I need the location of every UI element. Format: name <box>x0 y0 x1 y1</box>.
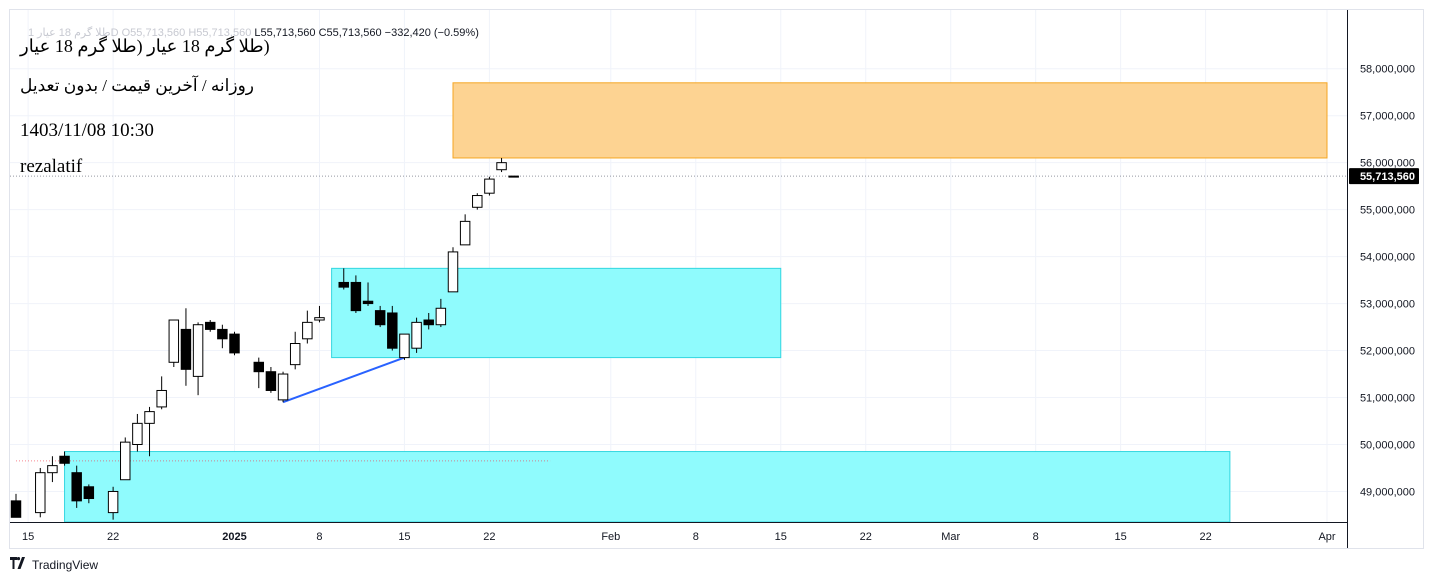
candle-body <box>314 317 325 321</box>
candle-body <box>35 472 46 514</box>
candle-body <box>192 324 204 377</box>
candle-body <box>484 178 495 194</box>
demand-zone <box>64 451 1231 523</box>
candle-body <box>338 281 349 288</box>
candle-body <box>180 328 192 370</box>
ohlc-legend: طلا گرم 18 عیار 1D O55,713,560 H55,713,5… <box>28 26 479 39</box>
y-tick-label: 56,000,000 <box>1360 158 1415 170</box>
y-tick-label: 51,000,000 <box>1360 393 1415 405</box>
candle-body <box>508 175 519 178</box>
y-tick-label: 55,000,000 <box>1360 205 1415 217</box>
candle-body <box>120 441 131 481</box>
candle-body <box>411 321 422 349</box>
close-value: C55,713,560 <box>318 27 382 39</box>
x-tick-label: 22 <box>1199 531 1211 543</box>
candle-body <box>387 312 398 349</box>
candle-body <box>362 300 374 305</box>
symbol-faded: طلا گرم 18 عیار 1D <box>28 27 119 39</box>
last-price-label-bg <box>1349 168 1419 185</box>
chart-datetime-text: 1403/11/08 10:30 <box>20 120 154 141</box>
supply-zone <box>452 82 1328 159</box>
chart-canvas[interactable]: 49,000,000 50,000,000 51,000,000 52,000,000… <box>10 10 1424 549</box>
y-tick-label: 54,000,000 <box>1360 252 1415 264</box>
high-value: H55,713,560 <box>188 27 252 39</box>
candle-body <box>472 195 483 208</box>
candle-body <box>71 472 82 502</box>
brand-label[interactable]: TradingView <box>32 557 99 572</box>
y-tick-label: 50,000,000 <box>1360 439 1415 451</box>
candle-body <box>204 321 216 330</box>
x-tick-label: 22 <box>483 531 495 543</box>
y-tick-label: 49,000,000 <box>1360 486 1415 498</box>
candle-body <box>289 343 301 366</box>
y-tick-label: 58,000,000 <box>1360 64 1415 76</box>
x-tick-label: Apr <box>1318 531 1335 543</box>
candle-body <box>229 333 240 354</box>
x-tick-label: 22 <box>860 531 872 543</box>
candle-body <box>459 220 471 246</box>
candle-body <box>156 389 167 408</box>
candle-body <box>83 486 95 500</box>
chart-author-text: rezalatif <box>20 156 83 177</box>
candle-body <box>302 321 313 340</box>
y-tick-label: 52,000,000 <box>1360 346 1415 358</box>
x-tick-label: 8 <box>316 531 322 543</box>
x-tick-label: 8 <box>693 531 699 543</box>
candle-body <box>399 333 410 359</box>
candle-body <box>107 490 119 514</box>
chart-title-text: (طلا گرم 18 عیار (طلا گرم 18 عیار <box>20 36 270 56</box>
x-tick-label: 15 <box>1115 531 1127 543</box>
footer: TradingView <box>10 557 98 572</box>
tv-logo-icon[interactable] <box>10 557 28 572</box>
open-value: O55,713,560 <box>121 27 186 39</box>
x-tick-label: 22 <box>107 531 119 543</box>
candle-body <box>435 307 447 326</box>
demand-zone <box>331 267 782 359</box>
candle-body <box>423 319 434 326</box>
candle-body <box>59 455 70 464</box>
candle-body <box>217 328 228 340</box>
change-value: −332,420 (−0.59%) <box>384 27 479 39</box>
x-tick-label: 8 <box>1033 531 1039 543</box>
low-value: L55,713,560 <box>254 27 316 39</box>
y-tick-label: 57,000,000 <box>1360 111 1415 123</box>
x-tick-label: Feb <box>601 531 620 543</box>
candle-body <box>253 361 265 373</box>
price-scale <box>1348 10 1423 548</box>
chart-subtitle-text: روزانه / آخرین قیمت / بدون تعدیل <box>20 76 255 95</box>
candle-body <box>350 281 362 312</box>
candle-body <box>47 465 58 474</box>
y-tick-label: 53,000,000 <box>1360 299 1415 311</box>
last-price-label: 55,713,560 <box>1360 171 1415 183</box>
x-tick-label: 2025 <box>222 531 246 543</box>
candle-body <box>496 162 507 171</box>
chart-frame[interactable]: 49,000,000 50,000,000 51,000,000 52,000,000… <box>9 9 1424 549</box>
candle-body <box>132 422 143 445</box>
x-tick-label: 15 <box>22 531 34 543</box>
x-tick-label: Mar <box>941 531 960 543</box>
x-tick-label: 15 <box>398 531 410 543</box>
candle-body <box>144 411 155 424</box>
candle-body <box>10 500 22 518</box>
x-tick-label: 15 <box>775 531 787 543</box>
candle-body <box>277 373 289 401</box>
candle-body <box>265 371 277 391</box>
candle-body <box>447 251 459 293</box>
candle-body <box>374 310 386 326</box>
candle-body <box>168 319 180 363</box>
trendline <box>282 356 405 404</box>
